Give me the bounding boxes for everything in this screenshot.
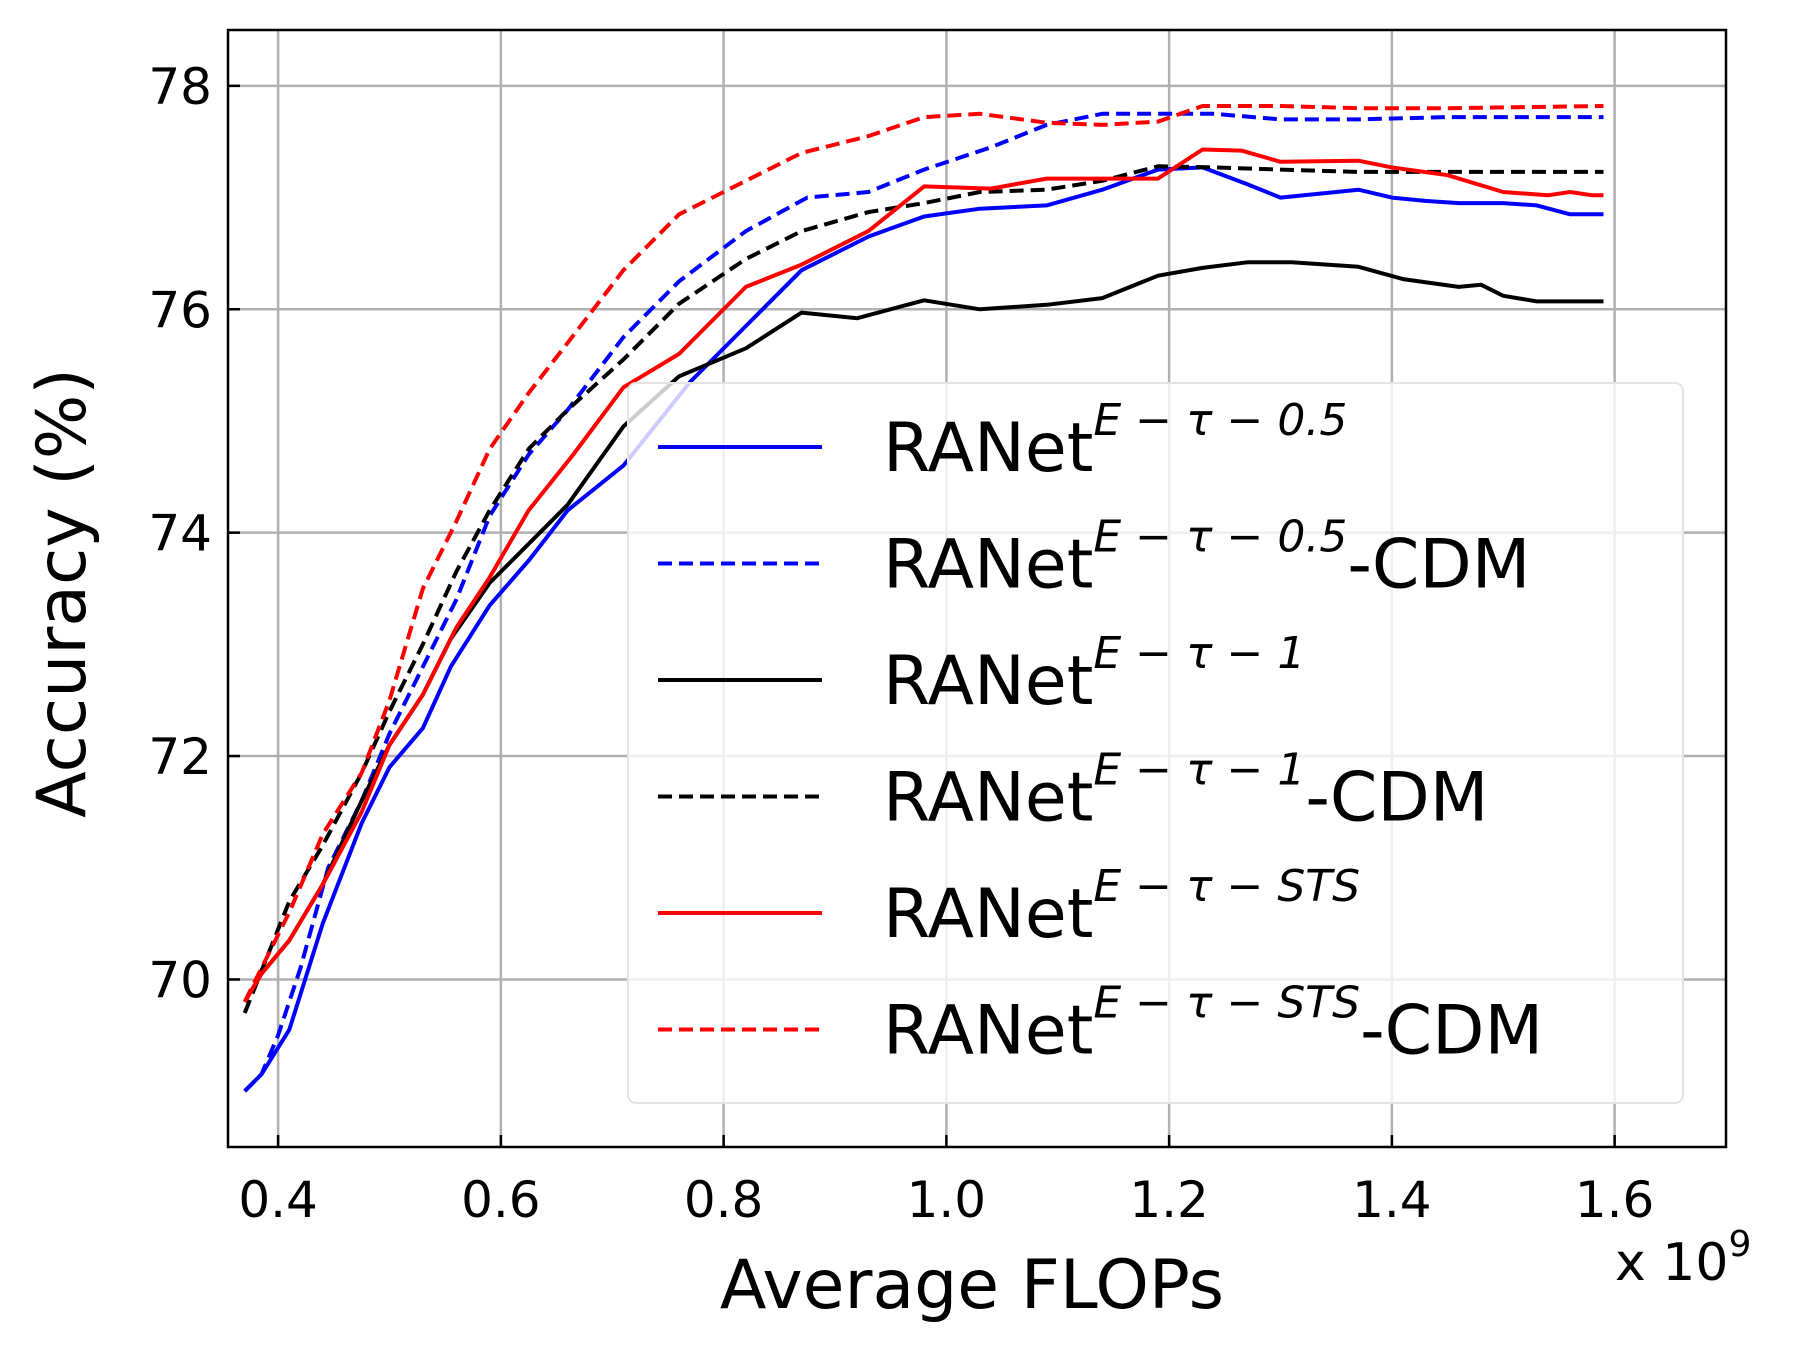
- legend-entry-4: RANetE − τ − 1-CDM: [883, 745, 1488, 838]
- legend-entry-5: RANetE − τ − STS: [883, 861, 1360, 954]
- series-line-5: [242, 147, 1604, 1003]
- legend: RANetE − τ − 0.5 RANetE − τ − 0.5-CDM RANe…: [627, 382, 1684, 1104]
- x-tick-label: 0.4: [238, 1171, 318, 1229]
- x-tick-label: 1.2: [1129, 1171, 1209, 1229]
- plot-frame: [226, 28, 1728, 1149]
- x-axis-label: Average FLOPs: [720, 1246, 1224, 1325]
- series-layer: [242, 104, 1604, 1093]
- series-line-1: [243, 165, 1604, 1093]
- y-tick-label: 70: [148, 951, 212, 1009]
- y-tick-label: 74: [148, 505, 212, 563]
- legend-entry-1: RANetE − τ − 0.5: [883, 395, 1347, 488]
- x-tick-label: 1.0: [907, 1171, 987, 1229]
- ticks: 0.4 0.6 0.8 1.0 1.2 1.4 1.6 70 72 74 76 78: [148, 58, 1654, 1229]
- x-tick-label: 0.8: [684, 1171, 764, 1229]
- series-line-2: [243, 111, 1604, 1093]
- legend-entry-3: RANetE − τ − 1: [883, 628, 1305, 721]
- legend-entry-6: RANetE − τ − STS-CDM: [883, 978, 1543, 1071]
- y-axis-label: Accuracy (%): [23, 368, 102, 818]
- y-tick-label: 76: [148, 281, 212, 339]
- x-offset-label: x 109: [1615, 1224, 1751, 1293]
- x-tick-label: 0.6: [461, 1171, 541, 1229]
- y-tick-label: 72: [148, 728, 212, 786]
- x-tick-label: 1.4: [1352, 1171, 1432, 1229]
- legend-entry-2: RANetE − τ − 0.5-CDM: [883, 512, 1530, 605]
- x-tick-label: 1.6: [1575, 1171, 1655, 1229]
- series-line-4: [242, 164, 1604, 1014]
- legend-box: [627, 382, 1684, 1104]
- series-line-6: [242, 104, 1604, 1003]
- y-tick-label: 78: [148, 58, 212, 116]
